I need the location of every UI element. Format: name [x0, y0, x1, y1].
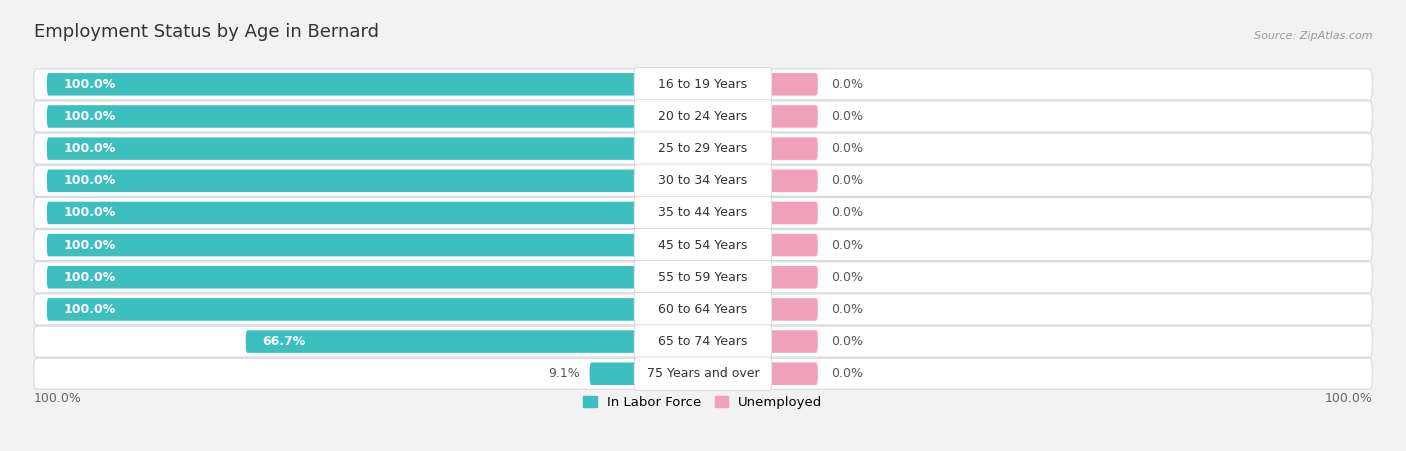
FancyBboxPatch shape [634, 100, 772, 133]
Text: 0.0%: 0.0% [831, 142, 863, 155]
FancyBboxPatch shape [762, 266, 818, 289]
FancyBboxPatch shape [34, 69, 1372, 100]
Text: 20 to 24 Years: 20 to 24 Years [658, 110, 748, 123]
Text: 0.0%: 0.0% [831, 78, 863, 91]
FancyBboxPatch shape [634, 325, 772, 358]
Text: 30 to 34 Years: 30 to 34 Years [658, 174, 748, 187]
Text: 75 Years and over: 75 Years and over [647, 367, 759, 380]
FancyBboxPatch shape [34, 326, 1372, 357]
Text: 100.0%: 100.0% [63, 239, 115, 252]
Text: 100.0%: 100.0% [63, 78, 115, 91]
Text: 100.0%: 100.0% [63, 207, 115, 220]
FancyBboxPatch shape [762, 73, 818, 96]
FancyBboxPatch shape [46, 234, 644, 256]
FancyBboxPatch shape [634, 164, 772, 198]
FancyBboxPatch shape [34, 230, 1372, 261]
FancyBboxPatch shape [34, 358, 1372, 389]
FancyBboxPatch shape [634, 68, 772, 101]
FancyBboxPatch shape [46, 73, 644, 96]
FancyBboxPatch shape [34, 262, 1372, 293]
Text: Employment Status by Age in Bernard: Employment Status by Age in Bernard [34, 23, 378, 41]
FancyBboxPatch shape [34, 101, 1372, 132]
FancyBboxPatch shape [634, 261, 772, 294]
FancyBboxPatch shape [634, 196, 772, 230]
Text: 100.0%: 100.0% [1324, 392, 1372, 405]
FancyBboxPatch shape [634, 357, 772, 391]
FancyBboxPatch shape [762, 202, 818, 224]
Text: 100.0%: 100.0% [63, 174, 115, 187]
Text: 0.0%: 0.0% [831, 367, 863, 380]
FancyBboxPatch shape [246, 330, 644, 353]
FancyBboxPatch shape [762, 330, 818, 353]
Text: 100.0%: 100.0% [34, 392, 82, 405]
Text: 100.0%: 100.0% [63, 142, 115, 155]
Text: 25 to 29 Years: 25 to 29 Years [658, 142, 748, 155]
Text: 16 to 19 Years: 16 to 19 Years [658, 78, 748, 91]
Text: 65 to 74 Years: 65 to 74 Years [658, 335, 748, 348]
FancyBboxPatch shape [34, 294, 1372, 325]
FancyBboxPatch shape [634, 293, 772, 326]
Text: 0.0%: 0.0% [831, 335, 863, 348]
FancyBboxPatch shape [762, 298, 818, 321]
FancyBboxPatch shape [46, 266, 644, 289]
Text: 35 to 44 Years: 35 to 44 Years [658, 207, 748, 220]
Text: 60 to 64 Years: 60 to 64 Years [658, 303, 748, 316]
Text: 100.0%: 100.0% [63, 271, 115, 284]
FancyBboxPatch shape [46, 105, 644, 128]
Text: 0.0%: 0.0% [831, 110, 863, 123]
FancyBboxPatch shape [634, 132, 772, 166]
Text: 0.0%: 0.0% [831, 239, 863, 252]
FancyBboxPatch shape [762, 170, 818, 192]
FancyBboxPatch shape [34, 133, 1372, 164]
FancyBboxPatch shape [762, 105, 818, 128]
Text: 0.0%: 0.0% [831, 207, 863, 220]
Text: Source: ZipAtlas.com: Source: ZipAtlas.com [1254, 31, 1372, 41]
Text: 55 to 59 Years: 55 to 59 Years [658, 271, 748, 284]
Text: 66.7%: 66.7% [262, 335, 305, 348]
Text: 9.1%: 9.1% [548, 367, 579, 380]
Legend: In Labor Force, Unemployed: In Labor Force, Unemployed [578, 391, 828, 414]
FancyBboxPatch shape [589, 363, 644, 385]
FancyBboxPatch shape [46, 202, 644, 224]
FancyBboxPatch shape [34, 198, 1372, 228]
FancyBboxPatch shape [34, 166, 1372, 196]
Text: 100.0%: 100.0% [63, 110, 115, 123]
FancyBboxPatch shape [762, 138, 818, 160]
Text: 0.0%: 0.0% [831, 174, 863, 187]
FancyBboxPatch shape [46, 170, 644, 192]
Text: 0.0%: 0.0% [831, 271, 863, 284]
Text: 0.0%: 0.0% [831, 303, 863, 316]
Text: 100.0%: 100.0% [63, 303, 115, 316]
FancyBboxPatch shape [762, 363, 818, 385]
Text: 45 to 54 Years: 45 to 54 Years [658, 239, 748, 252]
FancyBboxPatch shape [634, 228, 772, 262]
FancyBboxPatch shape [762, 234, 818, 256]
FancyBboxPatch shape [46, 298, 644, 321]
FancyBboxPatch shape [46, 138, 644, 160]
